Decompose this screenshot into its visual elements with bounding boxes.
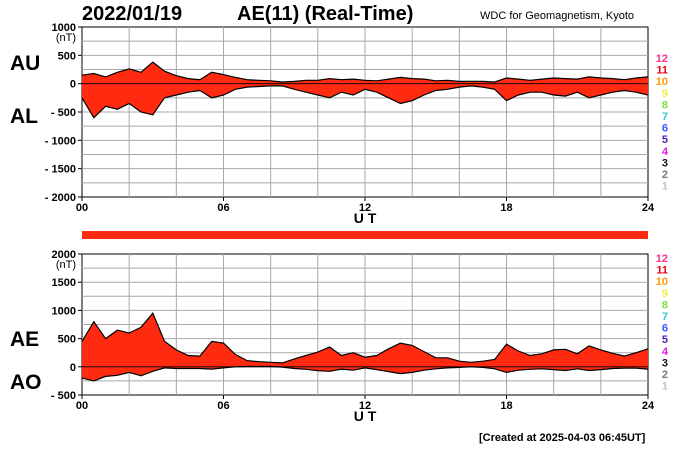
index-label-lower: AL — [10, 105, 38, 128]
station-count-label: 5 — [662, 134, 668, 146]
y-tick-label: 500 — [58, 50, 76, 62]
station-count-label: 11 — [656, 265, 668, 277]
station-count-label: 9 — [662, 88, 668, 100]
x-axis-label: U T — [354, 210, 377, 226]
index-title: AE(11) (Real-Time) — [237, 3, 414, 25]
x-tick-label: 24 — [642, 202, 655, 214]
station-count-label: 12 — [656, 53, 668, 65]
station-count-label: 2 — [662, 369, 668, 381]
station-count-bar — [82, 231, 648, 239]
x-tick-label: 06 — [217, 400, 229, 412]
series-line-au — [81, 61, 649, 83]
source-credit: WDC for Geomagnetism, Kyoto — [480, 10, 635, 22]
x-tick-label: 18 — [500, 400, 512, 412]
index-label-upper: AE — [10, 328, 39, 351]
band-fill — [82, 62, 648, 118]
station-count-label: 10 — [656, 76, 668, 88]
station-count-label: 5 — [662, 334, 668, 346]
station-count-label: 6 — [662, 123, 668, 135]
date-title: 2022/01/19 — [82, 3, 183, 25]
station-count-label: 2 — [662, 169, 668, 181]
series-line-ao — [81, 365, 649, 382]
station-count-label: 10 — [656, 276, 668, 288]
index-label-lower: AO — [10, 371, 42, 394]
unit-label: (nT) — [56, 32, 76, 44]
station-count-label: 12 — [656, 253, 668, 265]
y-tick-label: 0 — [70, 362, 76, 374]
y-tick-label: 0 — [70, 79, 76, 91]
station-count-label: 7 — [662, 311, 668, 323]
x-tick-label: 12 — [359, 400, 371, 412]
x-tick-label: 00 — [76, 202, 88, 214]
panel-ae-ao — [78, 253, 649, 399]
y-tick-label: - 500 — [51, 107, 76, 119]
y-tick-label: 1000 — [52, 22, 76, 34]
created-timestamp: [Created at 2025-04-03 06:45UT] — [479, 432, 646, 444]
unit-label: (nT) — [56, 259, 76, 271]
y-tick-label: 1500 — [52, 277, 76, 289]
station-count-label: 7 — [662, 111, 668, 123]
station-count-label: 9 — [662, 288, 668, 300]
x-tick-label: 12 — [359, 202, 371, 214]
station-count-label: 1 — [662, 181, 668, 193]
station-count-label: 4 — [662, 346, 669, 358]
x-tick-label: 24 — [642, 400, 655, 412]
station-count-label: 3 — [662, 357, 668, 369]
station-count-label: 3 — [662, 157, 668, 169]
x-tick-label: 00 — [76, 400, 88, 412]
station-count-label: 11 — [656, 65, 668, 77]
series-line-ae — [81, 312, 649, 364]
station-count-label: 1 — [662, 381, 668, 393]
y-tick-label: - 2000 — [45, 192, 76, 204]
y-tick-label: 1000 — [52, 305, 76, 317]
station-count-label: 4 — [662, 146, 669, 158]
series-line-al — [81, 85, 649, 119]
y-tick-label: - 500 — [51, 390, 76, 402]
y-tick-label: - 1500 — [45, 164, 76, 176]
x-tick-label: 06 — [217, 202, 229, 214]
index-label-upper: AU — [10, 52, 40, 75]
station-count-label: 6 — [662, 323, 668, 335]
panel-au-al — [78, 26, 649, 201]
y-tick-label: - 1000 — [45, 135, 76, 147]
band-fill — [82, 313, 648, 381]
x-tick-label: 18 — [500, 202, 512, 214]
y-tick-label: 500 — [58, 334, 76, 346]
station-count-label: 8 — [662, 299, 668, 311]
x-axis-label: U T — [354, 408, 377, 424]
station-count-label: 8 — [662, 99, 668, 111]
y-tick-label: 2000 — [52, 249, 76, 261]
